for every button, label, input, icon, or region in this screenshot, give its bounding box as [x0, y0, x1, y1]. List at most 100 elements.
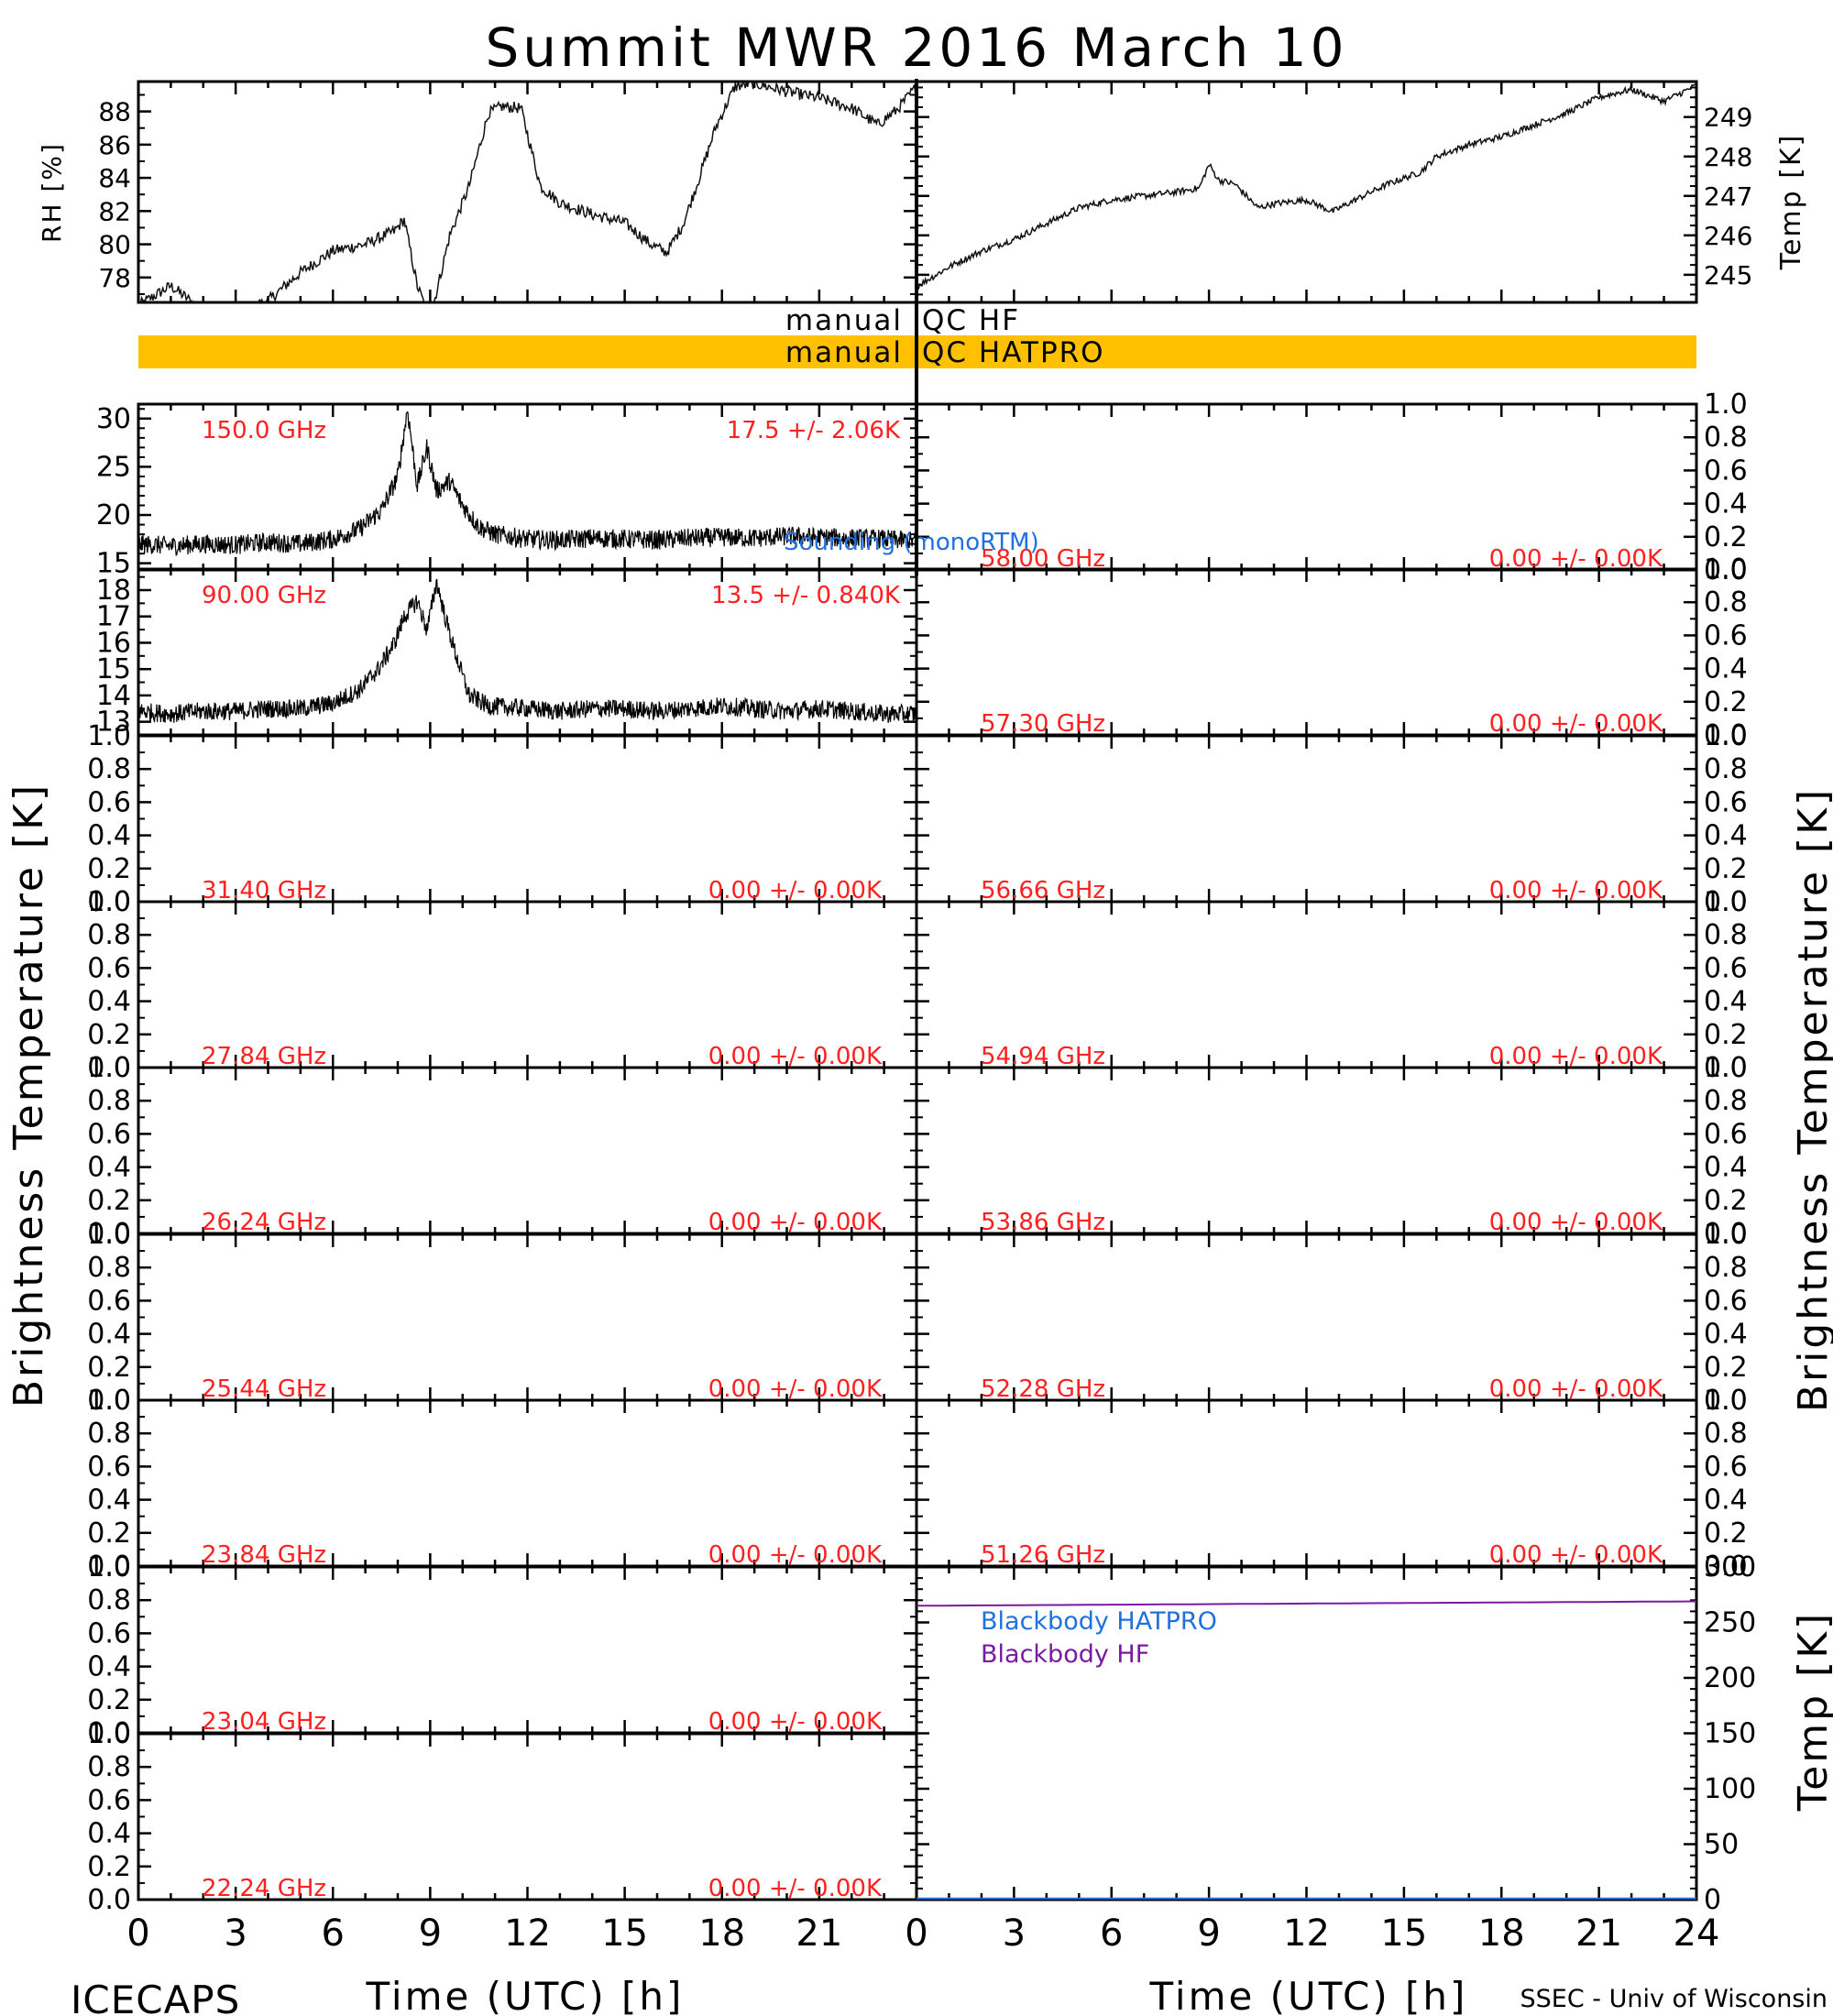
x-axis-title-right: Time (UTC) [h] [1149, 1974, 1468, 2016]
y-tick-label: 0.0 [1704, 886, 1748, 918]
y-tick-label: 1.0 [1704, 886, 1748, 918]
y-tick-label: 0.8 [87, 1584, 131, 1616]
x-tick-label: 18 [1478, 1912, 1525, 1955]
rh-series [138, 79, 917, 305]
x-tick-label: 24 [1674, 1912, 1720, 1955]
temp-panel-frame [915, 80, 1698, 304]
rh-panel-frame [137, 80, 918, 304]
sounding-monortm-label: Sounding (monoRTM) [784, 529, 1039, 556]
x-tick-label: 21 [796, 1912, 842, 1955]
y-tick-label: 0.4 [1704, 653, 1748, 685]
y-tick-label: 0.8 [1704, 586, 1748, 619]
y-tick-label: 0.6 [1704, 952, 1748, 984]
bt-panel-3140: 0.00.20.40.60.81.031.40 GHz 0.00 +/- 0.00… [87, 720, 918, 918]
qc-hatpro-label: QC HATPRO [922, 336, 1105, 369]
y-tick-label: 0.2 [1704, 1352, 1748, 1384]
x-tick-label: 3 [1003, 1912, 1026, 1955]
channel-stats-label: 0.00 +/- 0.00K [708, 1875, 883, 1902]
bb-temp-axis-title: Temp [K] [1790, 1611, 1833, 1812]
y-tick-label: 1.0 [1704, 1385, 1748, 1417]
bt-panel-5730: 0.00.20.40.60.81.057.30 GHz 0.00 +/- 0.00… [915, 553, 1748, 751]
y-tick-label: 0.4 [87, 1651, 131, 1683]
channel-freq-label: 56.66 GHz [981, 877, 1105, 904]
bt-panel-2384: 0.00.20.40.60.81.023.84 GHz 0.00 +/- 0.00… [87, 1385, 918, 1583]
y-tick-label: 0.2 [1704, 1019, 1748, 1051]
y-tick-label: 0.8 [87, 919, 131, 951]
y-tick-label: 1.0 [87, 1385, 131, 1417]
temp-series [916, 82, 1697, 290]
figure-title: Summit MWR 2016 March 10 [485, 16, 1347, 79]
y-tick-label: 150 [1704, 1718, 1756, 1750]
channel-freq-label: 52.28 GHz [981, 1375, 1105, 1403]
y-tick-label: 17 [96, 601, 131, 633]
y-tick-label: 0.4 [87, 820, 131, 852]
channel-freq-label: 22.24 GHz [202, 1875, 326, 1902]
y-tick-label: 0.8 [1704, 1418, 1748, 1450]
y-tick-label: 0.6 [1704, 1118, 1748, 1150]
y-tick-label: 0.4 [1704, 1319, 1748, 1351]
y-tick-label: 0.2 [1704, 1517, 1748, 1550]
qc-hf-label: QC HF [922, 304, 1020, 337]
x-tick-label: 0 [905, 1912, 927, 1955]
y-tick-label: 247 [1704, 181, 1752, 212]
channel-stats-label: 0.00 +/- 0.00K [708, 1043, 883, 1070]
y-tick-label: 0.4 [87, 1485, 131, 1517]
bt-panel-5666: 0.00.20.40.60.81.056.66 GHz 0.00 +/- 0.00… [915, 720, 1748, 918]
y-tick-label: 0.6 [1704, 786, 1748, 818]
y-tick-label: 0.4 [87, 1319, 131, 1351]
y-tick-label: 0.4 [87, 1152, 131, 1184]
y-tick-label: 1.0 [87, 1718, 131, 1750]
bt-series [137, 411, 917, 556]
y-tick-label: 14 [96, 680, 131, 712]
x-tick-label: 15 [1380, 1912, 1427, 1955]
bt-panel-2304: 0.00.20.40.60.81.023.04 GHz 0.00 +/- 0.00… [87, 1551, 918, 1749]
y-tick-label: 0.4 [87, 986, 131, 1018]
channel-freq-label: 27.84 GHz [202, 1043, 326, 1070]
channel-stats-label: 17.5 +/- 2.06K [727, 417, 901, 444]
y-tick-label: 0.4 [1704, 1152, 1748, 1184]
y-tick-label: 0.0 [1704, 1385, 1748, 1417]
y-tick-label: 0.6 [1704, 455, 1748, 487]
y-tick-label: 15 [96, 548, 131, 580]
y-tick-label: 0.8 [87, 753, 131, 785]
y-tick-label: 200 [1704, 1662, 1756, 1694]
bt-panel-5386: 0.00.20.40.60.81.053.86 GHz 0.00 +/- 0.00… [915, 1052, 1748, 1250]
y-tick-label: 0.0 [1704, 1550, 1748, 1583]
y-tick-label: 0.0 [87, 1385, 131, 1417]
channel-freq-label: 90.00 GHz [202, 582, 326, 609]
temp-panel: 245 246 247 248 249 [915, 80, 1752, 304]
y-tick-label: 0.0 [87, 1052, 131, 1084]
y-tick-label: 0.2 [87, 1019, 131, 1051]
y-tick-label: 84 [98, 163, 131, 193]
channel-stats-label: 0.00 +/- 0.00K [1489, 1541, 1663, 1569]
blackbody-legend-label: Blackbody HATPRO [981, 1607, 1217, 1636]
y-tick-label: 1.0 [1704, 1052, 1748, 1084]
y-tick-label: 0.2 [87, 1851, 131, 1883]
y-tick-label: 0.6 [1704, 619, 1748, 652]
y-tick-label: 1.0 [87, 1219, 131, 1251]
y-tick-label: 248 [1704, 142, 1752, 172]
bt-panel-2784: 0.00.20.40.60.81.027.84 GHz 0.00 +/- 0.00… [87, 886, 918, 1084]
bt-axis-title-right: Brightness Temperature [K] [1790, 787, 1833, 1412]
y-tick-label: 0.6 [87, 1285, 131, 1317]
y-tick-label: 0.6 [87, 952, 131, 984]
y-tick-label: 13 [96, 707, 131, 739]
channel-freq-label: 31.40 GHz [202, 877, 326, 904]
bt-panel-5126: 0.00.20.40.60.81.051.26 GHz 0.00 +/- 0.00… [915, 1385, 1748, 1583]
y-tick-label: 0.6 [87, 1451, 131, 1483]
y-tick-label: 0.8 [1704, 753, 1748, 785]
y-tick-label: 0.4 [1704, 1485, 1748, 1517]
y-tick-label: 0.2 [87, 1517, 131, 1550]
rh-axis-title: RH [%] [37, 142, 67, 243]
y-tick-label: 0.6 [87, 1118, 131, 1150]
bt-panel-2544: 0.00.20.40.60.81.025.44 GHz 0.00 +/- 0.00… [87, 1219, 918, 1417]
y-tick-label: 246 [1704, 221, 1752, 251]
x-tick-label: 9 [1197, 1912, 1220, 1955]
channel-freq-label: 23.04 GHz [202, 1708, 326, 1736]
y-tick-label: 86 [98, 130, 131, 160]
y-tick-label: 0.0 [87, 1550, 131, 1583]
channel-stats-label: 0.00 +/- 0.00K [1489, 710, 1663, 738]
channel-freq-label: 26.24 GHz [202, 1209, 326, 1236]
